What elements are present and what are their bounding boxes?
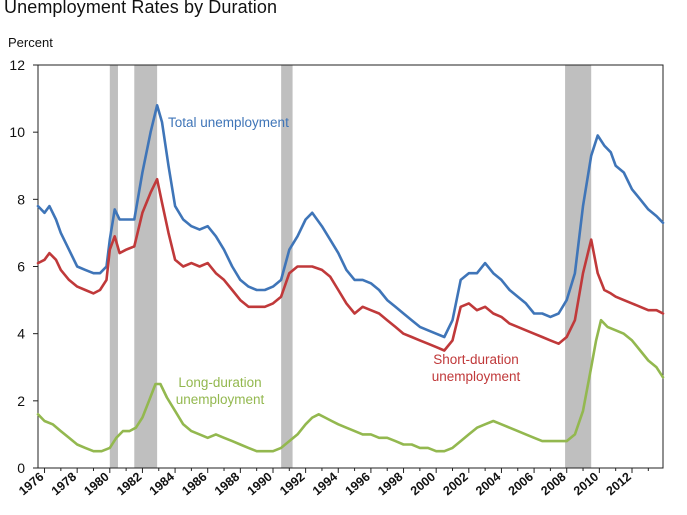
x-axis-ticks: 1976 1978 1980 1982 1984 1986 1988 1990 1992 1994… bbox=[16, 468, 649, 499]
x-tick-label: 2004 bbox=[473, 470, 503, 499]
recession-bands bbox=[109, 65, 592, 468]
recession-band bbox=[109, 65, 118, 468]
x-tick-label: 1990 bbox=[245, 470, 275, 499]
chart-title: Unemployment Rates by Duration bbox=[4, 0, 278, 17]
x-tick-label: 2002 bbox=[440, 470, 470, 499]
series-annotations: Total unemployment Short-duration unemploy… bbox=[168, 115, 521, 407]
x-tick-label: 1996 bbox=[343, 470, 373, 499]
recession-band bbox=[134, 65, 158, 468]
x-tick-label: 1978 bbox=[49, 470, 79, 499]
y-tick-label: 2 bbox=[17, 393, 25, 409]
recession-band bbox=[281, 65, 293, 468]
x-tick-label: 1986 bbox=[179, 470, 209, 499]
annotation-short: Short-duration bbox=[433, 352, 519, 367]
x-tick-label: 1992 bbox=[277, 470, 307, 499]
y-axis-ticks: 0 2 4 6 8 10 12 bbox=[9, 57, 38, 476]
x-tick-label: 2006 bbox=[506, 470, 536, 499]
annotation-total: Total unemployment bbox=[168, 115, 289, 130]
x-tick-label: 1980 bbox=[81, 470, 111, 499]
y-tick-label: 8 bbox=[17, 191, 25, 207]
y-tick-label: 12 bbox=[9, 57, 25, 73]
x-tick-label: 2012 bbox=[604, 470, 634, 499]
recession-band bbox=[565, 65, 592, 468]
x-tick-label: 2008 bbox=[538, 470, 568, 499]
series-line-long bbox=[36, 318, 665, 453]
x-tick-label: 1984 bbox=[147, 470, 177, 499]
annotation-long: Long-duration bbox=[178, 375, 261, 390]
y-tick-label: 4 bbox=[17, 326, 25, 342]
x-tick-label: 1998 bbox=[375, 470, 405, 499]
y-tick-label: 0 bbox=[17, 460, 25, 476]
x-tick-label: 2010 bbox=[571, 470, 601, 499]
x-tick-label: 1982 bbox=[114, 470, 144, 499]
x-tick-label: 1988 bbox=[212, 470, 242, 499]
x-tick-label: 2000 bbox=[408, 470, 438, 499]
series-line-short bbox=[36, 177, 665, 352]
series-line-total bbox=[36, 104, 665, 339]
annotation-long: unemployment bbox=[176, 392, 265, 407]
annotation-short: unemployment bbox=[432, 369, 521, 384]
y-tick-label: 10 bbox=[9, 124, 25, 140]
x-tick-label: 1994 bbox=[310, 470, 340, 499]
series-lines bbox=[36, 104, 665, 453]
y-axis-unit-label: Percent bbox=[8, 35, 53, 50]
y-tick-label: 6 bbox=[17, 259, 25, 275]
